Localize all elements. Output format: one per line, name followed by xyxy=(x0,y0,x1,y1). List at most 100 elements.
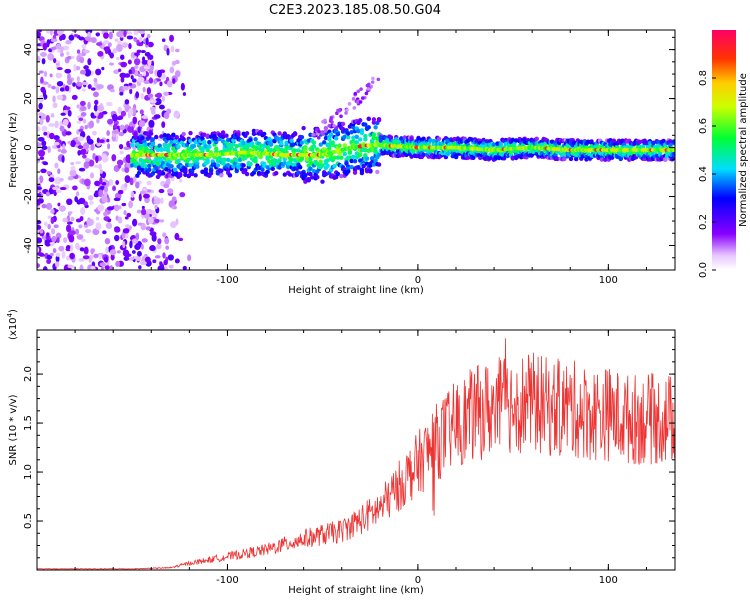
heatmap-cell xyxy=(67,245,71,249)
heatmap-cell xyxy=(103,46,110,52)
heatmap-cell xyxy=(119,91,124,96)
heatmap-cell xyxy=(174,59,180,65)
heatmap-cell xyxy=(378,135,383,140)
heatmap-cell xyxy=(139,30,145,35)
heatmap-cell xyxy=(205,133,210,138)
heatmap-cell xyxy=(160,197,164,205)
bottom-y-ticks: 0.5 1.0 1.5 2.0 xyxy=(23,336,675,571)
heatmap-cell xyxy=(66,51,70,56)
heatmap-cell xyxy=(99,262,106,267)
colorbar-ticks: 0.0 0.2 0.4 0.6 0.8 xyxy=(698,70,716,278)
heatmap-cell xyxy=(107,143,111,150)
heatmap-cell xyxy=(87,58,92,66)
heatmap-cell xyxy=(39,156,45,161)
heatmap-cell xyxy=(48,177,55,183)
heatmap-cell xyxy=(195,161,200,166)
heatmap-cell xyxy=(95,155,99,164)
heatmap-cell xyxy=(68,211,73,215)
heatmap-cell xyxy=(96,42,103,46)
heatmap-cell xyxy=(113,116,118,121)
heatmap-cell xyxy=(159,219,165,223)
heatmap-cell xyxy=(103,32,109,39)
heatmap-cell xyxy=(93,164,101,168)
heatmap-cell xyxy=(138,37,143,43)
heatmap-cell xyxy=(138,193,142,202)
heatmap-cell xyxy=(41,125,48,132)
heatmap-cell xyxy=(138,265,142,270)
heatmap-cell xyxy=(157,265,165,270)
heatmap-cell xyxy=(55,232,62,239)
heatmap-cell xyxy=(89,172,95,179)
heatmap-cell xyxy=(272,162,277,167)
heatmap-cell xyxy=(98,163,102,170)
heatmap-cell xyxy=(39,175,44,184)
heatmap-cell xyxy=(104,237,111,245)
heatmap-cell xyxy=(70,162,75,166)
heatmap-cell xyxy=(214,136,219,141)
heatmap-cell xyxy=(45,114,50,123)
heatmap-cell xyxy=(37,237,43,244)
heatmap-cell xyxy=(45,191,50,197)
heatmap-cell xyxy=(611,138,617,143)
heatmap-cell xyxy=(174,70,181,78)
heatmap-cell xyxy=(106,138,110,143)
heatmap-cell xyxy=(282,157,287,162)
heatmap-cell xyxy=(41,145,48,150)
heatmap-cell xyxy=(335,171,341,177)
heatmap-cell xyxy=(98,139,105,144)
heatmap-cell xyxy=(37,224,42,230)
heatmap-cell xyxy=(155,147,161,153)
heatmap-cell xyxy=(255,145,260,151)
heatmap-cell xyxy=(137,76,145,83)
heatmap-cell xyxy=(169,34,174,43)
heatmap-cell xyxy=(78,224,83,229)
heatmap-cell xyxy=(308,156,313,162)
heatmap-cell xyxy=(342,143,347,148)
heatmap-cell xyxy=(69,169,77,177)
heatmap-cell xyxy=(158,188,165,194)
heatmap-cell xyxy=(321,132,325,136)
heatmap-cell xyxy=(112,130,119,134)
heatmap-cell xyxy=(136,170,142,176)
heatmap-cell xyxy=(244,171,250,177)
heatmap-cell xyxy=(49,73,53,78)
heatmap-cell xyxy=(651,140,656,146)
heatmap-cell xyxy=(349,158,354,164)
heatmap-cell xyxy=(143,193,150,199)
heatmap-cell xyxy=(145,226,151,231)
heatmap-cell xyxy=(56,30,64,36)
heatmap-cell xyxy=(167,254,174,261)
heatmap-cell xyxy=(43,131,48,136)
heatmap-cell xyxy=(330,140,335,145)
heatmap-cell xyxy=(47,53,54,61)
heatmap-cell xyxy=(411,149,416,154)
heatmap-cell xyxy=(205,158,210,163)
heatmap-cell xyxy=(77,136,84,142)
heatmap-cell xyxy=(75,65,81,71)
heatmap-cell xyxy=(124,99,130,105)
heatmap-cell xyxy=(182,92,187,96)
heatmap-cell xyxy=(123,146,131,150)
heatmap-cell xyxy=(103,256,109,263)
heatmap-cell xyxy=(59,177,64,182)
heatmap-cell xyxy=(172,167,178,172)
heatmap-cell xyxy=(164,237,170,245)
heatmap-cell xyxy=(321,147,327,152)
heatmap-cell xyxy=(78,117,84,122)
heatmap-cell xyxy=(123,210,127,216)
heatmap-cell xyxy=(351,135,356,140)
heatmap-cell xyxy=(182,265,187,270)
heatmap-cell xyxy=(510,155,515,160)
heatmap-cell xyxy=(227,173,233,178)
heatmap-cell xyxy=(157,238,162,245)
heatmap-cell xyxy=(371,120,377,125)
heatmap-cell xyxy=(84,36,91,42)
heatmap-cell xyxy=(137,73,143,77)
heatmap-cell xyxy=(354,140,359,145)
heatmap-cell xyxy=(154,218,160,223)
heatmap-cell xyxy=(174,258,180,264)
heatmap-cell xyxy=(627,150,632,156)
heatmap-cell xyxy=(75,218,82,223)
heatmap-cell xyxy=(97,115,102,120)
heatmap-cell xyxy=(345,108,349,112)
